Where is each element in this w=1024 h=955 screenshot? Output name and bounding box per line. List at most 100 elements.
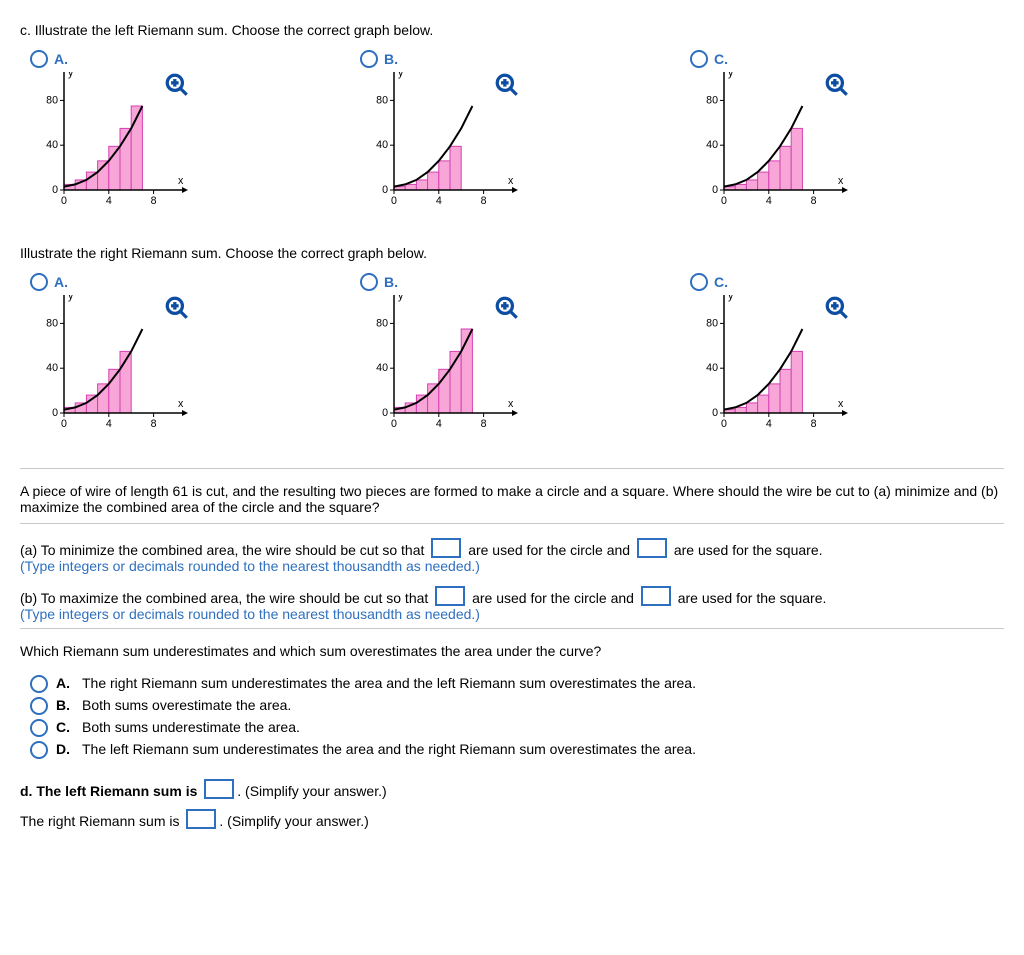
radio-choice-d[interactable] (30, 741, 48, 759)
svg-text:8: 8 (811, 195, 817, 207)
svg-text:0: 0 (721, 418, 727, 430)
svg-text:0: 0 (721, 195, 727, 207)
svg-text:4: 4 (766, 195, 772, 207)
svg-text:x: x (508, 398, 514, 410)
wire-question-prompt: A piece of wire of length 61 is cut, and… (20, 483, 1004, 515)
svg-text:8: 8 (151, 195, 157, 207)
radio-option-a[interactable] (30, 273, 48, 291)
svg-text:40: 40 (46, 362, 58, 374)
magnify-plus-icon[interactable] (824, 72, 850, 101)
wire-b-square-input[interactable] (641, 586, 671, 606)
mc-choice-a: A. The right Riemann sum underestimates … (30, 675, 1004, 693)
graph-option-b: B. 04804080xy (360, 50, 600, 215)
graph-option-c: C. 04804080xy (690, 273, 930, 438)
wire-a-hint: (Type integers or decimals rounded to th… (20, 558, 480, 574)
option-label: B. (384, 51, 398, 67)
right-sum-input[interactable] (186, 809, 216, 829)
wire-part-b: (b) To maximize the combined area, the w… (20, 586, 1004, 622)
svg-text:0: 0 (61, 195, 67, 207)
radio-option-b[interactable] (360, 50, 378, 68)
mc-text: The right Riemann sum underestimates the… (82, 675, 696, 691)
svg-text:0: 0 (52, 184, 58, 196)
wire-a-pre: (a) To minimize the combined area, the w… (20, 542, 424, 558)
svg-text:y: y (398, 72, 404, 79)
radio-choice-a[interactable] (30, 675, 48, 693)
mc-letter: A. (56, 675, 74, 691)
svg-text:x: x (508, 175, 514, 187)
magnify-plus-icon[interactable] (164, 72, 190, 101)
svg-text:8: 8 (811, 418, 817, 430)
svg-text:0: 0 (712, 184, 718, 196)
wire-part-a: (a) To minimize the combined area, the w… (20, 538, 1004, 574)
wire-a-post: are used for the square. (674, 542, 823, 558)
svg-text:0: 0 (712, 407, 718, 419)
graph-option-b: B. 04804080xy (360, 273, 600, 438)
svg-text:80: 80 (376, 94, 388, 106)
magnify-plus-icon[interactable] (164, 295, 190, 324)
wire-b-pre: (b) To maximize the combined area, the w… (20, 590, 428, 606)
option-label: A. (54, 51, 68, 67)
wire-a-square-input[interactable] (637, 538, 667, 558)
svg-text:x: x (838, 175, 844, 187)
mc-text: Both sums overestimate the area. (82, 697, 291, 713)
wire-a-circle-input[interactable] (431, 538, 461, 558)
svg-text:40: 40 (706, 362, 718, 374)
radio-choice-c[interactable] (30, 719, 48, 737)
svg-text:x: x (178, 398, 184, 410)
magnify-plus-icon[interactable] (824, 295, 850, 324)
svg-text:y: y (68, 295, 74, 302)
divider (20, 523, 1004, 524)
svg-text:8: 8 (151, 418, 157, 430)
svg-text:4: 4 (106, 195, 112, 207)
question-c-prompt: c. Illustrate the left Riemann sum. Choo… (20, 22, 1004, 38)
svg-text:40: 40 (706, 139, 718, 151)
svg-text:4: 4 (436, 195, 442, 207)
svg-text:8: 8 (481, 418, 487, 430)
svg-text:0: 0 (382, 184, 388, 196)
radio-choice-b[interactable] (30, 697, 48, 715)
magnify-plus-icon[interactable] (494, 295, 520, 324)
mc-text: The left Riemann sum underestimates the … (82, 741, 696, 757)
svg-text:80: 80 (376, 317, 388, 329)
radio-option-c[interactable] (690, 50, 708, 68)
svg-text:40: 40 (376, 362, 388, 374)
svg-text:40: 40 (46, 139, 58, 151)
radio-option-a[interactable] (30, 50, 48, 68)
graph-option-a: A. 04804080xy (30, 273, 270, 438)
svg-text:x: x (178, 175, 184, 187)
svg-text:80: 80 (706, 94, 718, 106)
estimate-choices: A. The right Riemann sum underestimates … (30, 675, 1004, 759)
svg-text:y: y (398, 295, 404, 302)
radio-option-b[interactable] (360, 273, 378, 291)
wire-b-mid: are used for the circle and (472, 590, 634, 606)
radio-option-c[interactable] (690, 273, 708, 291)
svg-text:y: y (68, 72, 74, 79)
wire-b-circle-input[interactable] (435, 586, 465, 606)
mc-choice-d: D. The left Riemann sum underestimates t… (30, 741, 1004, 759)
option-label: A. (54, 274, 68, 290)
right-riemann-options-row: A. 04804080xy B. 04804080xy C. (30, 273, 1004, 438)
svg-text:0: 0 (391, 195, 397, 207)
estimate-question-prompt: Which Riemann sum underestimates and whi… (20, 643, 1004, 659)
mc-letter: D. (56, 741, 74, 757)
svg-text:y: y (728, 72, 734, 79)
option-label: C. (714, 274, 728, 290)
magnify-plus-icon[interactable] (494, 72, 520, 101)
svg-text:4: 4 (766, 418, 772, 430)
part-d: d. The left Riemann sum is . (Simplify y… (20, 779, 1004, 829)
mc-letter: B. (56, 697, 74, 713)
svg-text:0: 0 (61, 418, 67, 430)
part-d-right-pre: The right Riemann sum is (20, 813, 180, 829)
svg-text:4: 4 (436, 418, 442, 430)
wire-b-post: are used for the square. (678, 590, 827, 606)
left-sum-input[interactable] (204, 779, 234, 799)
svg-text:8: 8 (481, 195, 487, 207)
svg-text:0: 0 (52, 407, 58, 419)
left-riemann-options-row: A. 04804080xy B. 04804080xy C. (30, 50, 1004, 215)
mc-letter: C. (56, 719, 74, 735)
wire-b-hint: (Type integers or decimals rounded to th… (20, 606, 480, 622)
mc-choice-c: C. Both sums underestimate the area. (30, 719, 1004, 737)
svg-text:x: x (838, 398, 844, 410)
svg-text:0: 0 (382, 407, 388, 419)
divider (20, 628, 1004, 629)
